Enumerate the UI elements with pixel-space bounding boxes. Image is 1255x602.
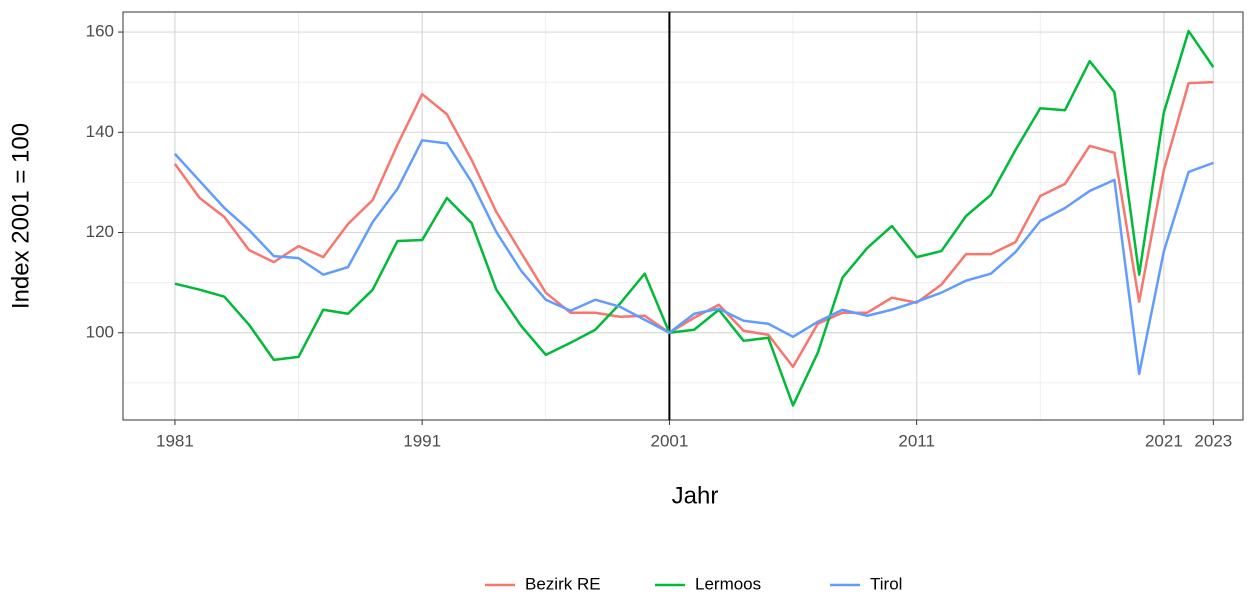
y-axis-label: Index 2001 = 100	[7, 123, 34, 309]
x-axis-label: Jahr	[672, 482, 719, 509]
line	[173, 139, 1214, 376]
x-tick-label: 2023	[1194, 431, 1232, 450]
legend-label: Lermoos	[695, 574, 761, 593]
x-tick-label: 2001	[650, 431, 688, 450]
legend-label: Tirol	[870, 574, 902, 593]
legend-label: Bezirk RE	[525, 574, 601, 593]
x-tick-label: 2011	[898, 431, 935, 450]
line	[174, 29, 1215, 407]
x-tick-label: 1991	[403, 431, 441, 450]
plot-border	[122, 11, 1244, 421]
line	[173, 80, 1214, 369]
x-tick-label: 1981	[156, 431, 194, 450]
y-tick-label: 100	[86, 322, 114, 341]
x-tick-label: 2021	[1145, 431, 1183, 450]
y-tick-label: 140	[86, 122, 114, 141]
y-tick-label: 120	[86, 222, 114, 241]
y-tick-label: 160	[86, 22, 114, 41]
